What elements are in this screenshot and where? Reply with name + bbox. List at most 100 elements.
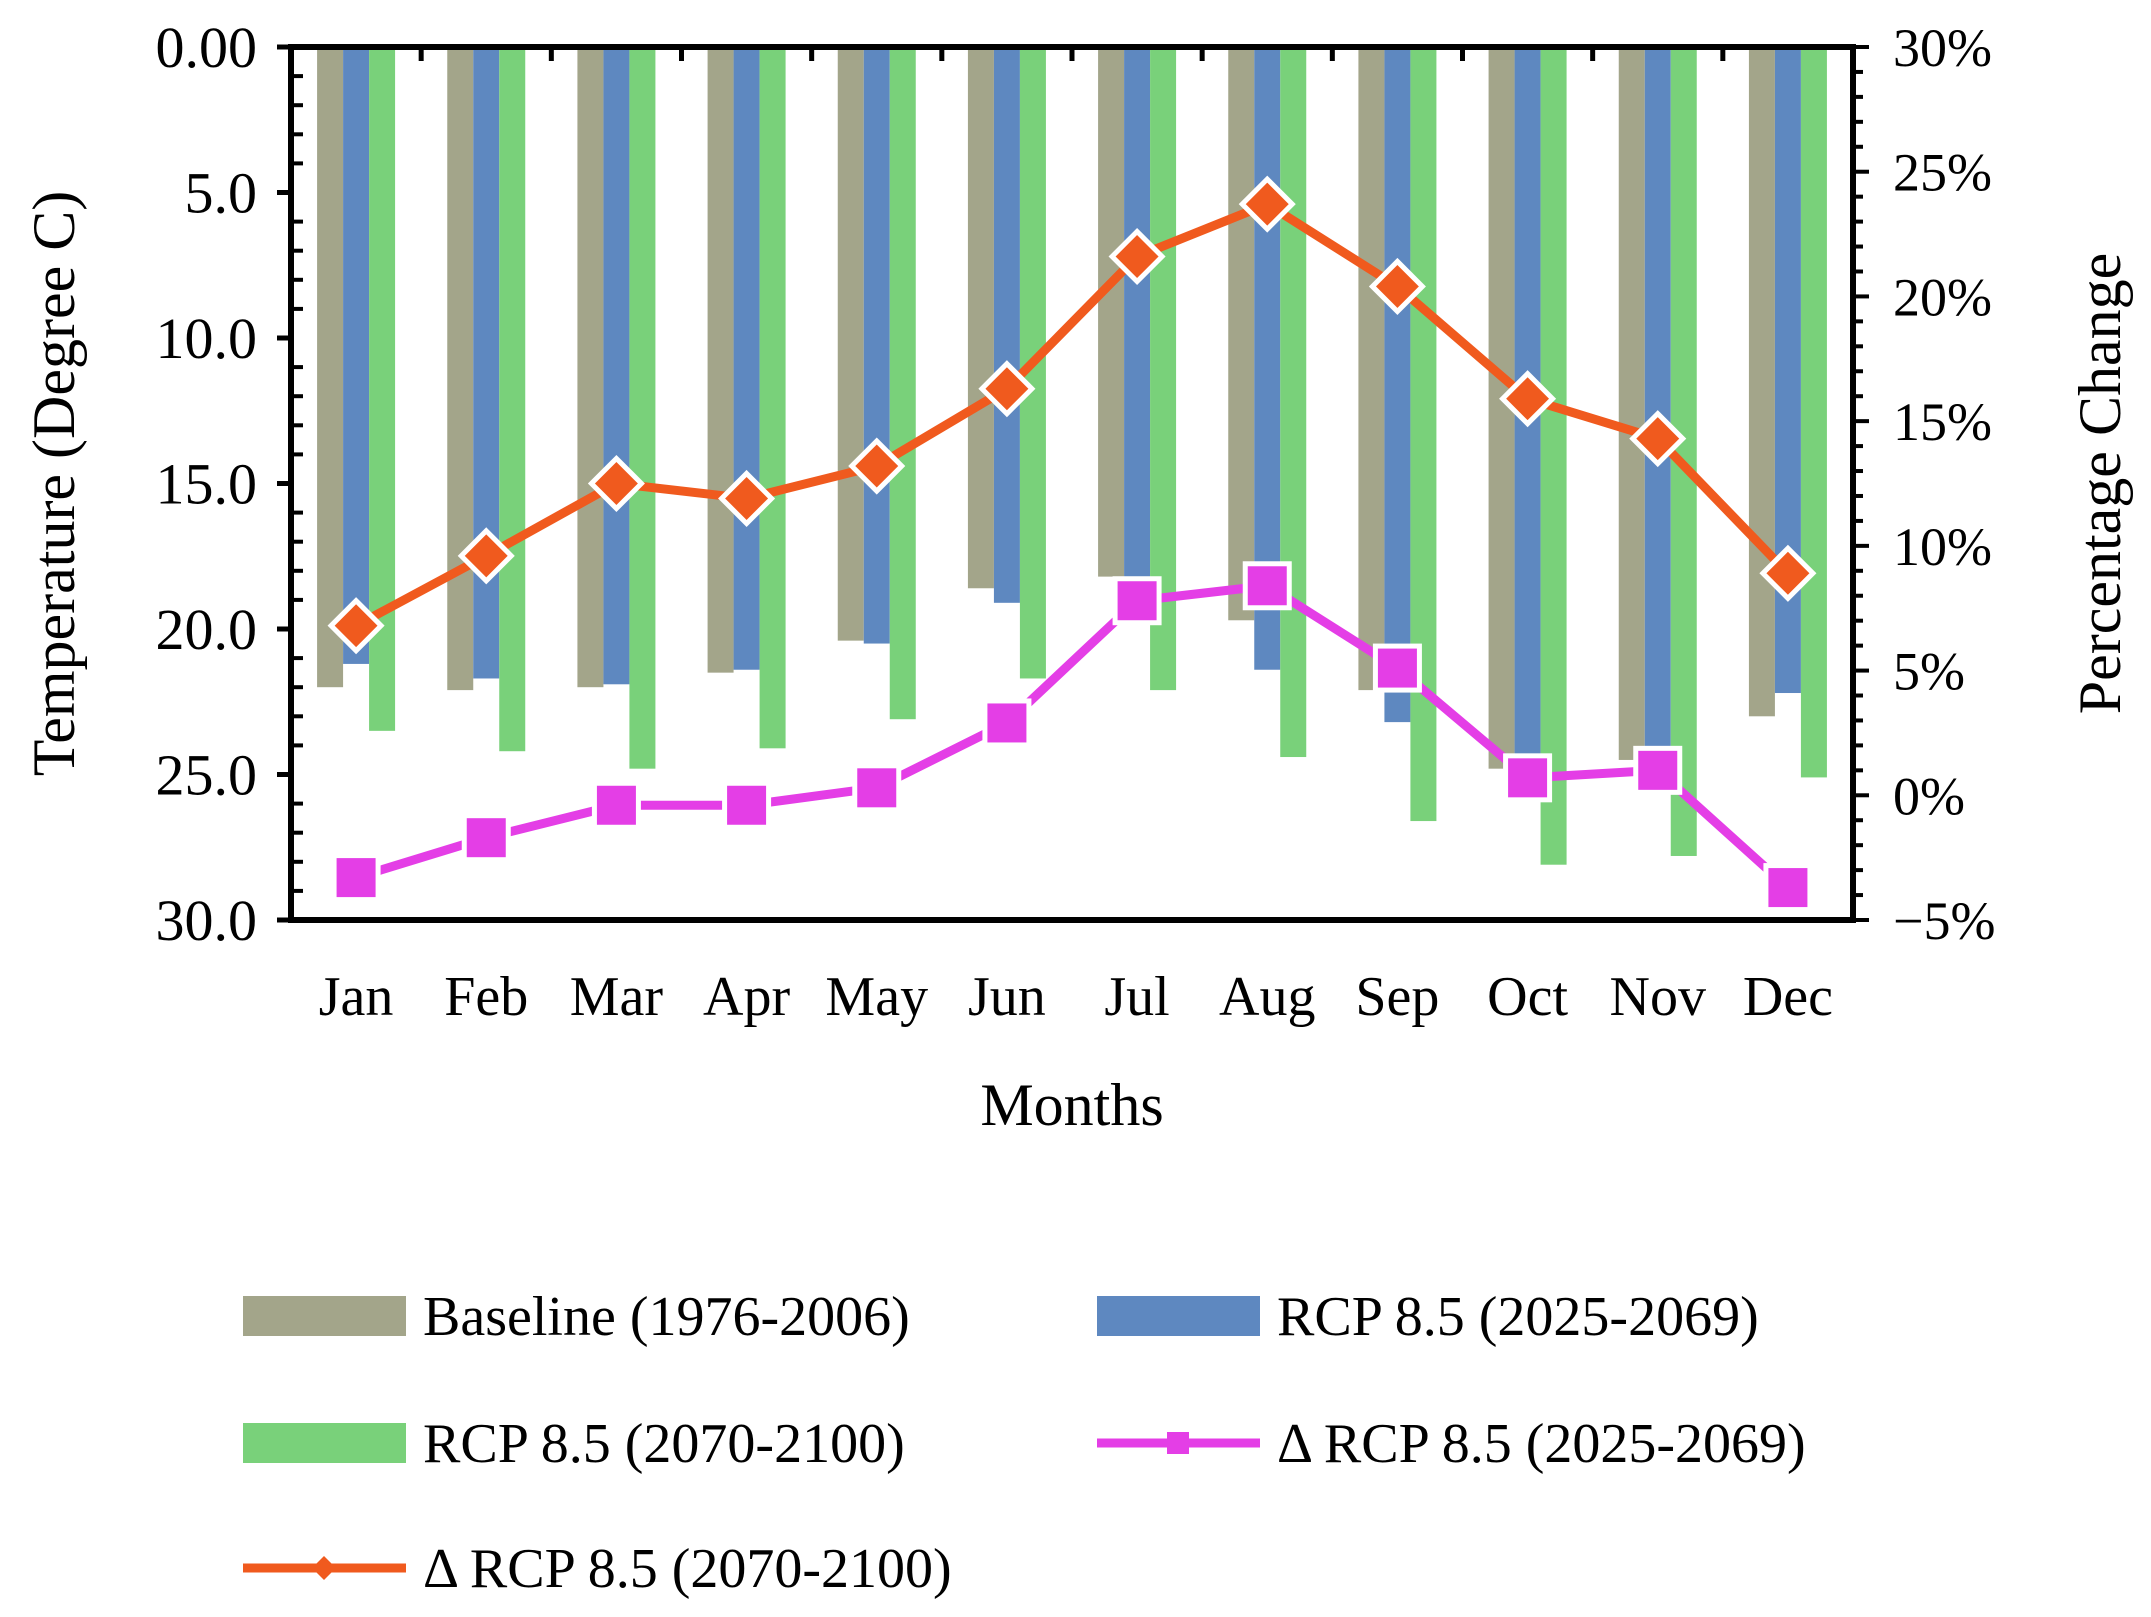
x-tick-label-nov: Nov [1610,966,1706,1028]
bar-baseline-1976-2006--apr [707,47,734,673]
y2-tick-label: 30% [1893,18,1992,78]
y2-tick-label: 5% [1893,642,1965,702]
x-axis-title: Months [980,1072,1163,1138]
x-tick-label-dec: Dec [1743,966,1833,1028]
marker-square-jan [331,853,381,903]
line-delta-rcp85-2025-2069 [351,581,1793,893]
x-tick-label-jan: Jan [319,966,394,1028]
bar-rcp-8-5-2025-2069--jun [993,47,1020,603]
bar-rcp-8-5-2025-2069--mar [603,47,630,685]
marker-diamond-sep [1368,257,1426,315]
marker-diamond-apr [718,469,776,528]
legend-swatch-rcp-8-5-2025-2069- [1097,1296,1260,1336]
marker-diamond-dec [1759,544,1817,602]
marker-diamond-oct [1499,370,1557,428]
lines-layer [327,175,1817,913]
bar-rcp-8-5-2070-2100--feb [499,47,526,752]
bar-baseline-1976-2006--aug [1228,47,1255,621]
x-tick-label-jul: Jul [1104,966,1169,1028]
x-tick-label-oct: Oct [1487,966,1568,1028]
legend-label-rcp-8-5-2070-2100-: RCP 8.5 (2070-2100) [423,1413,905,1475]
legend-marker--rcp-8-5-2070-2100- [312,1556,336,1580]
bar-baseline-1976-2006--mar [577,47,604,688]
bar-rcp-8-5-2070-2100--may [889,47,916,720]
line-delta-rcp85-2070-2100 [351,199,1793,631]
legend-swatch-baseline-1976-2006- [243,1296,406,1336]
marker-square-oct [1503,753,1553,803]
bar-baseline-1976-2006--dec [1748,47,1775,717]
legend-label--rcp-8-5-2070-2100-: Δ RCP 8.5 (2070-2100) [423,1538,952,1600]
marker-square-sep [1372,643,1422,693]
marker-square-dec [1763,863,1813,913]
bar-rcp-8-5-2025-2069--jan [343,47,370,664]
legend-swatch-rcp-8-5-2070-2100- [243,1423,406,1463]
marker-diamond-jan [327,597,385,655]
x-axis-ticks: Jan Feb Mar Apr May Jun Jul Aug Sep Oct Nov Dec [319,966,1833,1028]
y-tick-label: 25.0 [156,743,258,808]
y-tick-label: 15.0 [156,452,258,517]
marker-square-jun [982,698,1032,748]
marker-diamond-aug [1238,175,1296,233]
marker-square-nov [1633,745,1683,795]
legend-label--rcp-8-5-2025-2069-: Δ RCP 8.5 (2025-2069) [1277,1413,1806,1475]
marker-square-aug [1242,561,1292,611]
marker-diamond-jun [978,360,1036,418]
bar-rcp-8-5-2070-2100--aug [1280,47,1307,758]
marker-diamond-may [848,437,906,495]
y2-tick-label: 0% [1893,766,1965,826]
marker-diamond-mar [587,454,645,513]
y2-tick-label: 25% [1893,143,1992,203]
bar-rcp-8-5-2070-2100--dec [1800,47,1827,778]
plot-area-frame [288,44,1856,923]
bars-layer [317,47,1827,865]
legend-label-rcp-8-5-2025-2069-: RCP 8.5 (2025-2069) [1277,1286,1759,1348]
y-axis-title: Temperature (Degree C) [21,191,87,776]
marker-square-mar [591,780,641,830]
bar-rcp-8-5-2025-2069--may [863,47,890,644]
y2-tick-label: 10% [1893,517,1992,577]
legend-marker--rcp-8-5-2025-2069- [1167,1432,1189,1454]
x-tick-label-feb: Feb [444,966,528,1028]
bar-rcp-8-5-2025-2069--jul [1124,47,1151,600]
y-tick-label: 30.0 [156,888,258,953]
x-tick-label-may: May [825,966,928,1028]
marker-diamond-jul [1108,227,1166,286]
y2-axis-title: Percentage Change [2067,253,2133,714]
bar-rcp-8-5-2070-2100--sep [1410,47,1437,822]
bar-rcp-8-5-2070-2100--apr [759,47,786,749]
bar-baseline-1976-2006--feb [447,47,474,691]
tick-marks [277,44,1869,923]
bar-baseline-1976-2006--nov [1618,47,1645,760]
bar-baseline-1976-2006--may [837,47,864,641]
y2-tick-label: 20% [1893,267,1992,327]
bar-baseline-1976-2006--jan [317,47,344,688]
bar-baseline-1976-2006--sep [1358,47,1385,691]
bar-rcp-8-5-2070-2100--oct [1540,47,1567,865]
y2-tick-label: −5% [1893,891,1995,951]
marker-square-may [852,763,902,813]
bar-rcp-8-5-2070-2100--mar [629,47,656,769]
marker-diamond-nov [1629,410,1687,468]
x-tick-label-jun: Jun [968,966,1046,1028]
marker-square-apr [722,780,772,830]
x-tick-label-sep: Sep [1355,966,1439,1028]
bar-baseline-1976-2006--jul [1098,47,1125,577]
legend: Baseline (1976-2006) RCP 8.5 (2025-2069) R… [243,1286,1806,1600]
bar-rcp-8-5-2025-2069--apr [733,47,760,670]
marker-diamond-feb [457,527,515,585]
bar-rcp-8-5-2025-2069--sep [1384,47,1411,723]
x-tick-label-aug: Aug [1219,966,1315,1028]
y-tick-label: 5.0 [185,161,258,226]
bar-rcp-8-5-2025-2069--nov [1644,47,1671,769]
y-axis-left-ticks: 0.00 5.0 10.0 15.0 20.0 25.0 30.0 [156,15,258,953]
y-tick-label: 20.0 [156,597,258,662]
y-axis-right-ticks: 30% 25% 20% 15% 10% 5% 0% −5% [1893,18,1995,951]
y-tick-label: 0.00 [156,15,258,80]
y2-tick-label: 15% [1893,392,1992,452]
bar-baseline-1976-2006--jun [967,47,994,589]
marker-square-jul [1112,576,1162,626]
legend-label-baseline-1976-2006-: Baseline (1976-2006) [423,1286,910,1348]
x-tick-label-mar: Mar [570,966,664,1028]
